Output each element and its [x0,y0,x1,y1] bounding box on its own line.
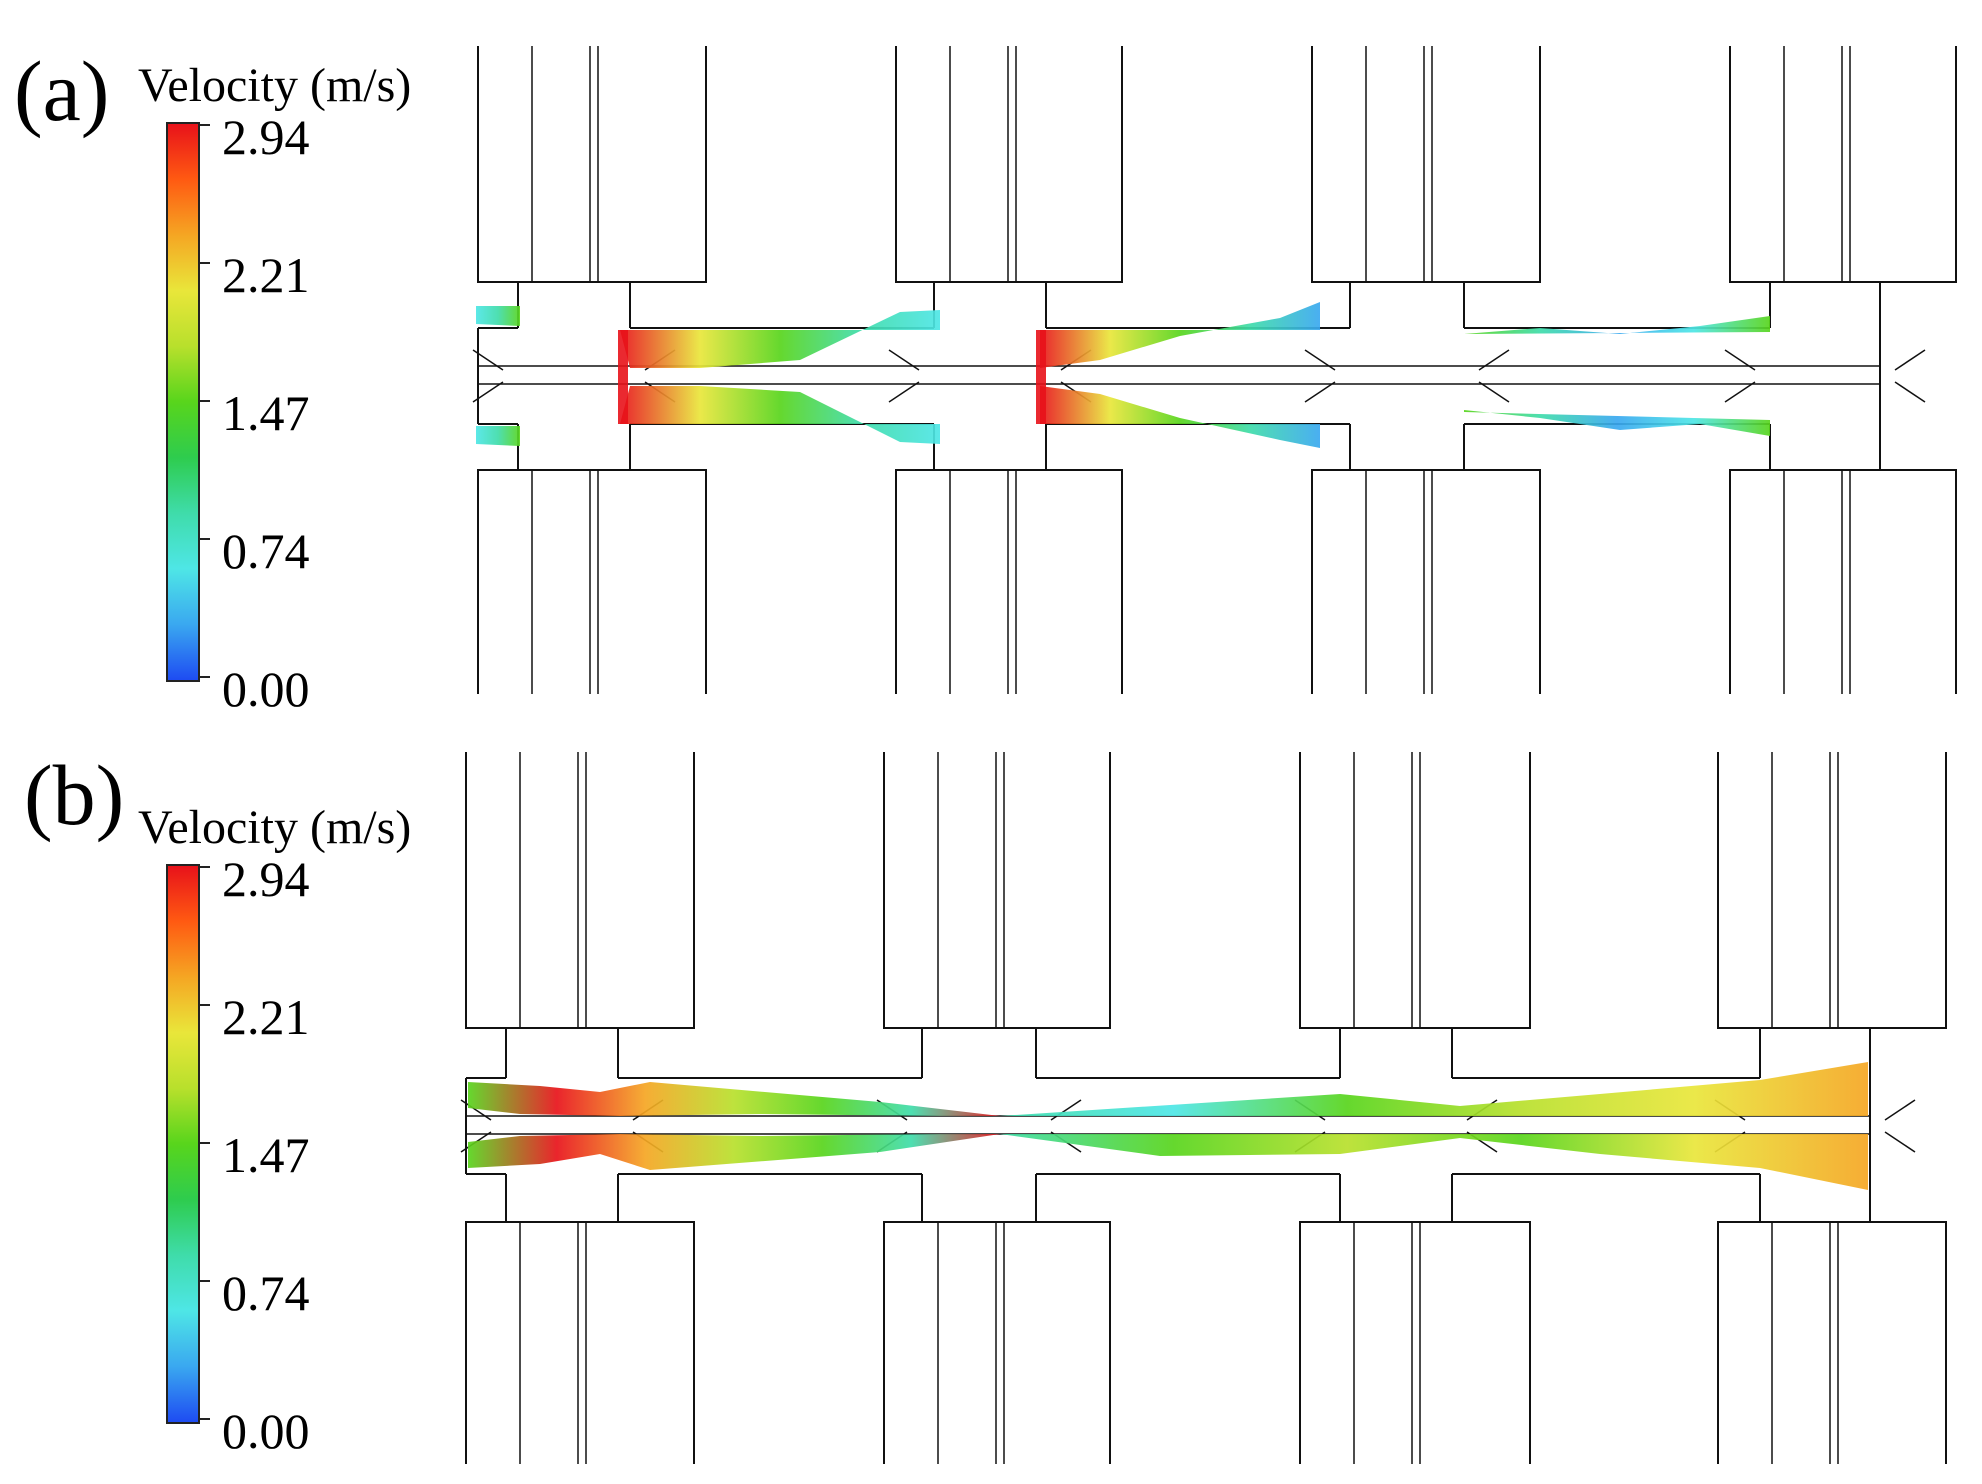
legend-tick-label: 0.00 [222,661,310,717]
lower-electrode-block [1717,1221,1947,1464]
velocity-vector-region [618,330,628,424]
chamfer-line [1478,349,1510,371]
upper-electrode-block [477,46,707,283]
legend-tick-label: 1.47 [222,385,310,441]
velocity-vector-region [1464,316,1770,334]
legend-title: Velocity (m/s) [138,59,412,112]
velocity-vector-region [1040,386,1320,448]
legend-colorbar [166,864,200,1424]
legend-tick-label: 0.00 [222,1403,310,1459]
velocity-vector-region [476,306,520,326]
legend-tick-mark [198,1004,210,1006]
flow-domain-b [460,752,1947,1464]
chamfer-line [1894,381,1926,403]
upper-electrode-block [1311,46,1541,283]
legend-title: Velocity (m/s) [138,801,412,854]
lower-electrode-block [883,1221,1111,1464]
chamfer-line [1724,381,1756,403]
velocity-vector-region [1036,330,1046,424]
lower-electrode-block [465,1221,695,1464]
legend-tick-label: 2.21 [222,247,310,303]
panel-a: (a) Velocity (m/s) 2.94 2.21 1.47 0.74 0… [14,43,1957,717]
legend-tick-label: 2.21 [222,989,310,1045]
legend-tick-label: 2.94 [222,851,310,907]
panel-label: (b) [24,747,125,843]
chamfer-line [1884,1099,1916,1121]
legend-colorbar [166,122,200,682]
panel-b: (b) Velocity (m/s) 2.94 2.21 1.47 0.74 0… [0,742,1982,1484]
legend-tick-mark [198,400,210,402]
velocity-vector-region [1000,1134,1868,1190]
lower-electrode-block [1729,469,1957,694]
legend-tick-mark [198,1418,210,1420]
legend-tick-label: 1.47 [222,1127,310,1183]
chamfer-line [1304,349,1336,371]
lower-electrode-block [1311,469,1541,694]
chamfer-line [888,349,920,371]
chamfer-line [1724,349,1756,371]
upper-electrode-block [1717,752,1947,1029]
lower-electrode-block [477,469,707,694]
panel-label: (a) [14,43,110,139]
chamfer-line [888,381,920,403]
legend-tick-mark [198,262,210,264]
legend-tick-mark [198,866,210,868]
velocity-vector-region [1464,410,1770,436]
flow-domain-a [472,46,1957,694]
chamfer-line [1884,1131,1916,1153]
upper-electrode-block [883,752,1111,1029]
lower-electrode-block [1299,1221,1531,1464]
velocity-vector-region [468,1134,1000,1170]
chamfer-line [1304,381,1336,403]
legend-tick-label: 0.74 [222,523,310,579]
legend-tick-mark [198,538,210,540]
chamfer-line [1050,1099,1082,1121]
upper-electrode-block [465,752,695,1029]
legend-tick-mark [198,124,210,126]
legend-tick-label: 0.74 [222,1265,310,1321]
upper-electrode-block [895,46,1123,283]
legend-tick-mark [198,1142,210,1144]
velocity-vector-region [476,426,520,446]
chamfer-line [1478,381,1510,403]
legend-tick-label: 2.94 [222,109,310,165]
velocity-vector-region [1000,1062,1868,1116]
velocity-vector-region [620,310,940,368]
velocity-vector-region [1040,302,1320,368]
upper-electrode-block [1299,752,1531,1029]
legend-tick-mark [198,1280,210,1282]
velocity-vector-region [468,1082,1000,1116]
velocity-vector-region [620,386,940,444]
legend-tick-mark [198,676,210,678]
chamfer-line [1894,349,1926,371]
upper-electrode-block [1729,46,1957,283]
lower-electrode-block [895,469,1123,694]
